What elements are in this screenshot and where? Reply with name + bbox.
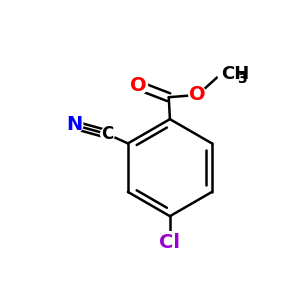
Circle shape (217, 58, 245, 86)
Text: O: O (189, 85, 206, 104)
Text: CH: CH (221, 65, 249, 83)
Text: 3: 3 (237, 72, 247, 86)
Text: N: N (66, 116, 82, 134)
Circle shape (159, 232, 181, 254)
Text: C: C (101, 125, 114, 143)
Circle shape (189, 86, 206, 104)
Text: O: O (130, 76, 147, 95)
Circle shape (100, 127, 115, 141)
Circle shape (130, 77, 148, 94)
Circle shape (65, 116, 83, 134)
Text: Cl: Cl (159, 233, 180, 252)
